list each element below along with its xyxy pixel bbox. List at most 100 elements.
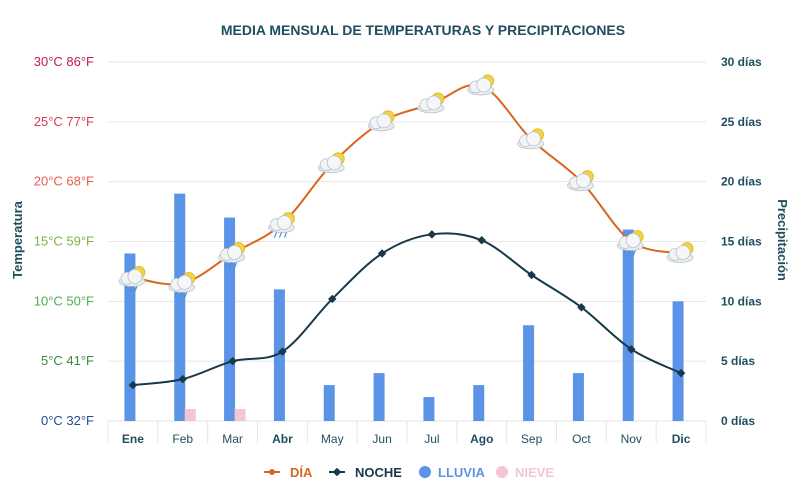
legend-label: NOCHE bbox=[355, 465, 402, 480]
x-tick-label: Mar bbox=[222, 432, 243, 446]
raindrop bbox=[627, 250, 631, 256]
snow-bar bbox=[234, 409, 246, 421]
night-point bbox=[676, 368, 686, 378]
chart-title: MEDIA MENSUAL DE TEMPERATURAS Y PRECIPIT… bbox=[221, 22, 625, 38]
cloud-shape bbox=[227, 245, 242, 260]
legend-dot-marker bbox=[419, 466, 431, 478]
cloud-shape bbox=[675, 245, 691, 260]
x-tick-label: Nov bbox=[621, 432, 642, 446]
rain-bar bbox=[323, 385, 335, 421]
x-tick-label: Ene bbox=[122, 432, 144, 446]
raindrop bbox=[179, 292, 183, 298]
sun-cloud-icon bbox=[417, 92, 445, 114]
cloud-shape bbox=[277, 215, 292, 230]
night-point bbox=[527, 270, 536, 280]
legend-dot-marker bbox=[496, 466, 508, 478]
cloud-shape bbox=[376, 113, 392, 129]
night-point bbox=[328, 294, 337, 304]
rain-bar bbox=[672, 301, 684, 421]
cloud-shape bbox=[576, 173, 591, 189]
gridlines bbox=[107, 61, 707, 443]
raindrop bbox=[134, 286, 138, 292]
night-point bbox=[477, 236, 486, 245]
legend-item-día: DÍA bbox=[264, 465, 313, 480]
raindrop bbox=[174, 292, 178, 298]
rain-bar bbox=[473, 385, 485, 421]
legend-point-marker bbox=[332, 467, 342, 477]
raindrop bbox=[234, 262, 238, 268]
rain-cloud-icon bbox=[218, 242, 245, 268]
left-tick-label: 10°C 50°F bbox=[34, 293, 94, 308]
night-point bbox=[178, 374, 187, 384]
night-line bbox=[132, 232, 682, 387]
sun-cloud-icon bbox=[567, 170, 594, 192]
cloud-shape bbox=[177, 274, 193, 290]
night-point bbox=[228, 356, 237, 366]
rain-bar bbox=[423, 397, 435, 421]
rain-bar bbox=[174, 193, 186, 421]
left-tick-label: 25°C 77°F bbox=[34, 114, 94, 129]
rain-cloud-icon bbox=[168, 271, 196, 298]
night-point bbox=[278, 347, 287, 356]
x-tick-label: Abr bbox=[272, 432, 293, 446]
rain-bar bbox=[523, 325, 535, 421]
right-tick-label: 5 días bbox=[721, 354, 755, 368]
rain-bar bbox=[622, 229, 634, 421]
raindrop bbox=[224, 262, 228, 268]
bars bbox=[124, 193, 684, 421]
raindrop bbox=[184, 292, 188, 298]
rain-cloud-icon bbox=[118, 265, 146, 292]
night-point bbox=[377, 249, 387, 258]
x-tick-label: Jul bbox=[424, 432, 439, 446]
legend-label: LLUVIA bbox=[438, 465, 486, 480]
rain-bar bbox=[273, 289, 285, 421]
sun-cloud-icon bbox=[517, 128, 544, 150]
x-tick-label: Feb bbox=[172, 432, 193, 446]
x-tick-label: Oct bbox=[572, 432, 591, 446]
rain-cloud-icon bbox=[616, 230, 644, 256]
sun-cloud-icon bbox=[666, 242, 694, 263]
raindrop bbox=[229, 262, 233, 268]
night-point bbox=[427, 230, 437, 239]
legend-item-noche: NOCHE bbox=[329, 465, 402, 480]
left-tick-label: 0°C 32°F bbox=[41, 413, 94, 428]
legend-point-marker bbox=[269, 469, 275, 475]
rain-bar bbox=[224, 217, 236, 421]
x-tick-label: Jun bbox=[372, 432, 391, 446]
sun-cloud-icon bbox=[317, 152, 345, 174]
weather-icons bbox=[118, 74, 694, 298]
legend: DÍA NOCHE LLUVIA NIEVE bbox=[264, 465, 554, 480]
legend-label: NIEVE bbox=[515, 465, 554, 480]
sun-cloud-icon bbox=[367, 110, 395, 132]
left-tick-label: 20°C 68°F bbox=[34, 174, 94, 189]
right-axis-title: Precipitación bbox=[775, 199, 790, 281]
night-point bbox=[577, 303, 586, 312]
left-tick-label: 30°C 86°F bbox=[34, 54, 94, 69]
right-tick-label: 0 días bbox=[721, 414, 755, 428]
raindrop bbox=[129, 286, 133, 292]
raindrop bbox=[273, 232, 277, 238]
cloud-shape bbox=[426, 95, 442, 111]
night-point bbox=[128, 380, 138, 390]
day-line bbox=[132, 83, 682, 286]
cloud-shape bbox=[625, 233, 641, 248]
lines bbox=[128, 83, 686, 390]
right-tick-label: 30 días bbox=[721, 55, 762, 69]
raindrop bbox=[622, 250, 626, 256]
cloud-shape bbox=[127, 268, 143, 284]
raindrop bbox=[632, 250, 636, 256]
left-tick-label: 15°C 59°F bbox=[34, 234, 94, 249]
raindrop bbox=[283, 232, 287, 238]
cloud-shape bbox=[476, 77, 492, 93]
raindrop bbox=[124, 286, 128, 292]
right-tick-label: 10 días bbox=[721, 294, 762, 308]
axis-ticks: 0°C 32°F 5°C 41°F 10°C 50°F 15°C 59°F 20°C 6… bbox=[34, 54, 762, 446]
raindrop bbox=[278, 232, 282, 238]
legend-item-lluvia: LLUVIA bbox=[419, 465, 486, 480]
rain-bar bbox=[124, 253, 136, 421]
rain-bar bbox=[572, 373, 584, 421]
cloud-shape bbox=[326, 155, 342, 171]
snow-bar bbox=[184, 409, 196, 421]
right-tick-label: 15 días bbox=[721, 235, 762, 249]
x-tick-label: Dic bbox=[672, 432, 691, 446]
